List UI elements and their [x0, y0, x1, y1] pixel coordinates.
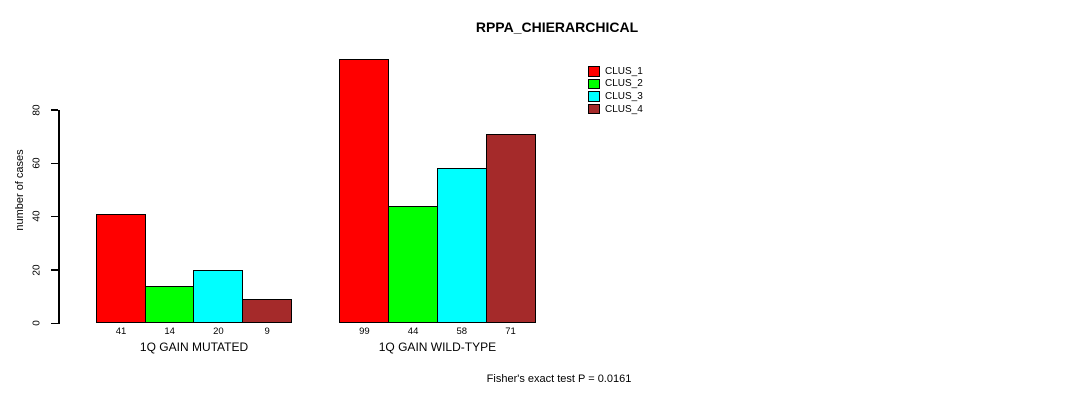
- bar-value-label: 44: [407, 326, 419, 337]
- legend-color-swatch: [588, 91, 600, 102]
- y-axis-tick-label: 20: [31, 264, 43, 276]
- legend-item-label: CLUS_4: [605, 103, 643, 115]
- legend: CLUS_1 CLUS_2 CLUS_3 CLUS_4: [588, 65, 643, 115]
- legend-color-swatch: [588, 66, 600, 77]
- bar-clus_4: [485, 133, 536, 323]
- bar-value-label: 14: [164, 326, 175, 337]
- bar-clus_2: [144, 285, 195, 323]
- y-axis-line: [58, 109, 60, 325]
- legend-item: CLUS_1: [588, 65, 643, 78]
- y-axis-tick: [50, 322, 58, 324]
- y-axis-tick: [50, 269, 58, 271]
- bar-clus_4: [242, 299, 293, 323]
- bar-clus_2: [388, 205, 439, 323]
- bar-clus_1: [339, 59, 390, 323]
- bar-clus_3: [193, 269, 244, 323]
- bar-value-label: 20: [213, 326, 224, 337]
- bar-clus_3: [436, 168, 487, 323]
- legend-item: CLUS_4: [588, 103, 643, 116]
- y-axis-tick-label: 60: [31, 157, 43, 169]
- y-axis-tick: [50, 109, 58, 111]
- legend-item-label: CLUS_3: [605, 90, 643, 102]
- bar-value-label: 58: [456, 326, 468, 337]
- legend-item: CLUS_2: [588, 78, 643, 91]
- x-group-label: 1Q GAIN WILD-TYPE: [378, 340, 497, 354]
- y-axis-tick: [50, 215, 58, 218]
- bar-value-label: 99: [359, 326, 370, 337]
- legend-item-label: CLUS_1: [605, 65, 643, 77]
- legend-item: CLUS_3: [588, 90, 643, 103]
- bar-value-label: 41: [115, 326, 127, 337]
- annotation-text: Fisher's exact test P = 0.0161: [486, 373, 632, 385]
- legend-item-label: CLUS_2: [605, 78, 643, 90]
- y-axis-tick-label: 0: [31, 320, 43, 326]
- legend-color-swatch: [588, 103, 600, 115]
- chart-title: RPPA_CHIERARCHICAL: [475, 19, 639, 35]
- y-axis-tick-label: 40: [31, 210, 43, 222]
- x-group-label: 1Q GAIN MUTATED: [139, 340, 249, 354]
- y-axis-tick-label: 80: [31, 104, 43, 116]
- y-axis-tick: [50, 162, 58, 164]
- bar-value-label: 9: [264, 326, 270, 337]
- legend-color-swatch: [588, 78, 600, 90]
- bar-value-label: 71: [505, 326, 516, 337]
- bar-clus_1: [96, 213, 146, 323]
